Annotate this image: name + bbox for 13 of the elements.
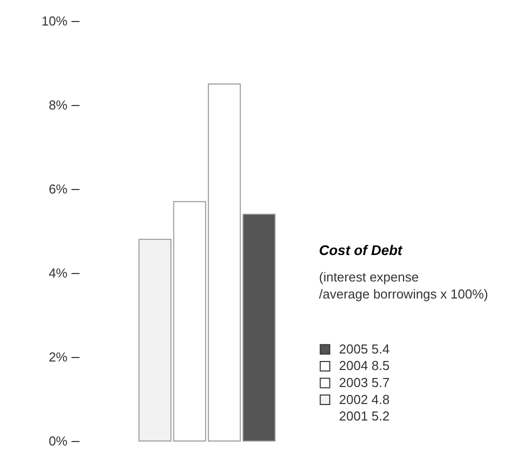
text: 2002 4.8 xyxy=(339,392,390,407)
text: (interest expense /average borrowings x 100%) xyxy=(319,270,488,302)
text: 2004 8.5 xyxy=(339,358,390,374)
text: 2003 5.7 xyxy=(339,375,390,390)
y-tick-label: 0% xyxy=(48,434,68,448)
text: 2001 5.2 xyxy=(339,408,390,424)
y-tick-label: 6% xyxy=(48,182,68,196)
legend-title: Cost of Debt xyxy=(319,242,404,258)
text: 2005 5.4 xyxy=(339,341,390,356)
y-tick-label: 8% xyxy=(48,98,68,112)
y-tick-label: 2% xyxy=(48,350,68,364)
y-tick-label: 4% xyxy=(48,266,68,280)
y-tick-label: 10% xyxy=(41,14,68,28)
